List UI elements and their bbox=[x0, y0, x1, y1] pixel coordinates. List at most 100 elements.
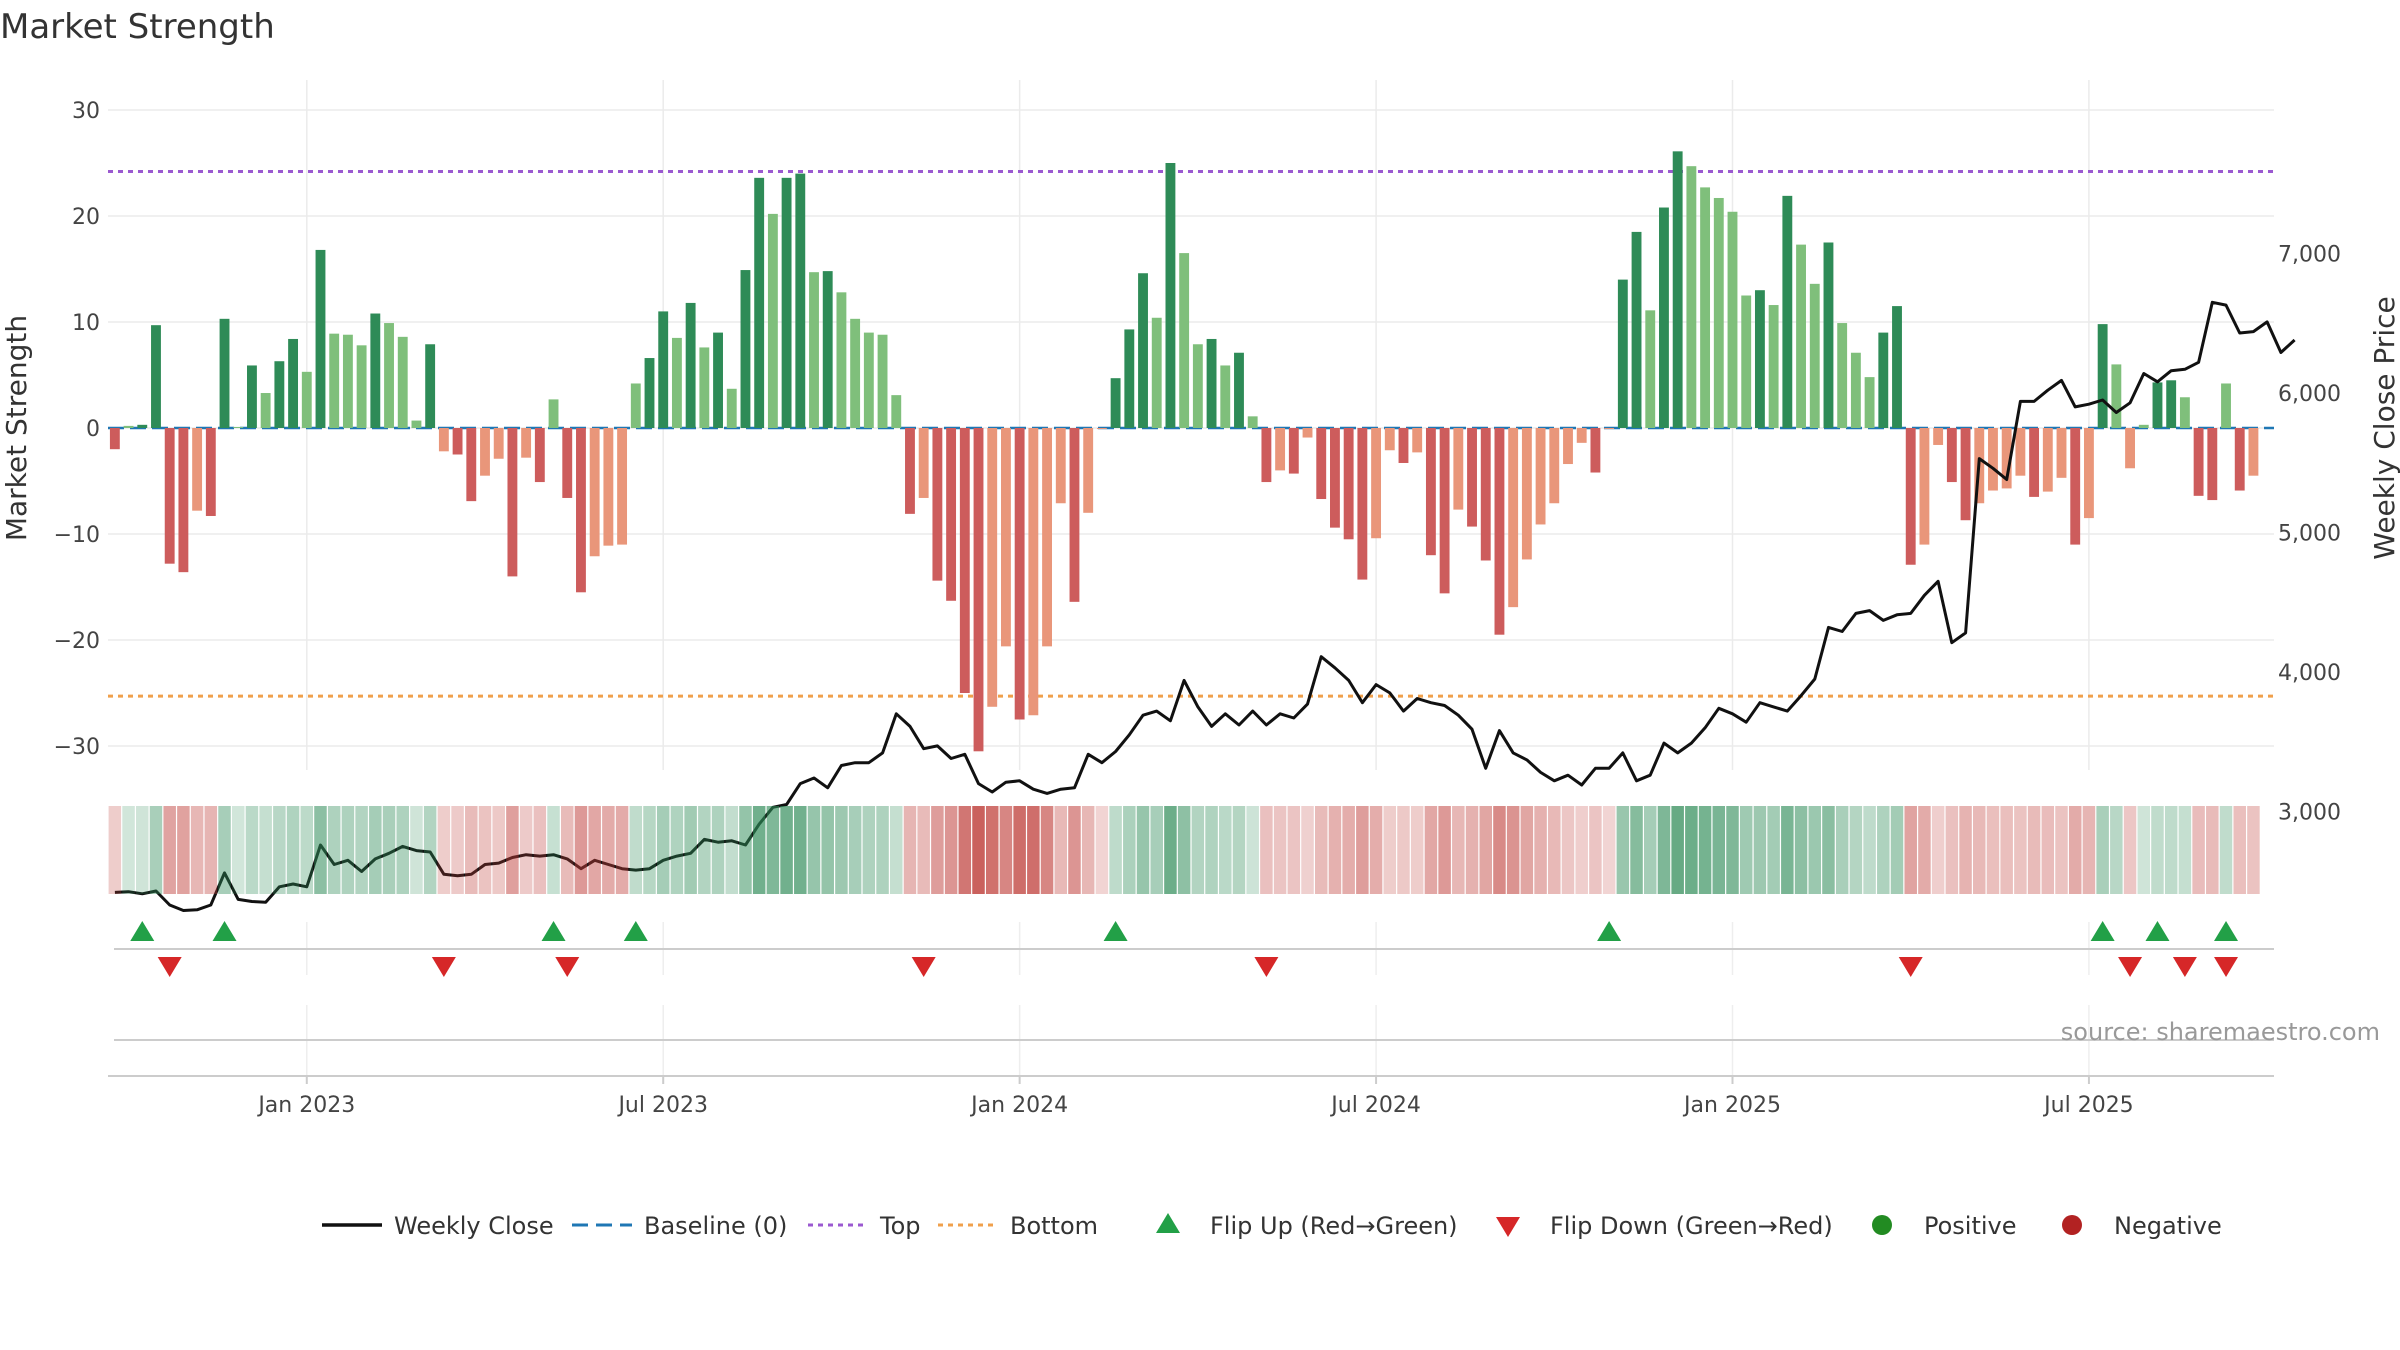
heat-cell bbox=[1781, 806, 1794, 894]
heat-cell bbox=[451, 806, 464, 894]
strength-bar bbox=[603, 428, 614, 546]
strength-bar bbox=[2056, 428, 2067, 478]
strength-bar bbox=[164, 428, 175, 564]
legend-label: Flip Up (Red→Green) bbox=[1210, 1212, 1458, 1240]
strength-bar bbox=[562, 428, 573, 498]
strength-bar bbox=[2221, 383, 2231, 428]
strength-bar bbox=[2207, 428, 2218, 501]
heat-cell bbox=[1698, 806, 1712, 894]
strength-bar bbox=[1659, 207, 1669, 428]
heat-cell bbox=[602, 806, 615, 894]
strength-bar bbox=[1960, 428, 1971, 521]
x-tick-label: Jul 2024 bbox=[1329, 1093, 1421, 1118]
strength-bar bbox=[2111, 364, 2122, 428]
strength-bar bbox=[2248, 428, 2259, 476]
y-tick-label: 30 bbox=[72, 99, 100, 124]
flip-down-marker bbox=[2118, 957, 2143, 977]
heat-cell bbox=[506, 806, 519, 894]
heat-cell bbox=[2014, 806, 2027, 894]
strength-bar bbox=[1343, 428, 1354, 540]
strength-bar bbox=[2097, 324, 2108, 428]
heat-cell bbox=[985, 806, 999, 894]
strength-bar bbox=[1946, 428, 1957, 483]
heat-cell bbox=[259, 806, 272, 894]
strength-bar bbox=[1823, 242, 1834, 428]
heat-cell bbox=[780, 806, 793, 894]
heat-cell bbox=[1657, 806, 1671, 894]
strength-bar bbox=[1316, 428, 1327, 500]
heat-cell bbox=[465, 806, 478, 894]
strength-bar bbox=[2015, 428, 2026, 476]
heat-cell bbox=[1877, 806, 1890, 894]
strength-bar bbox=[2152, 382, 2163, 428]
x-tick-label: Jan 2025 bbox=[1682, 1093, 1781, 1118]
left-y-axis: 30 20 10 0 −10 −20 −30 bbox=[54, 99, 100, 760]
strength-bar bbox=[1000, 428, 1011, 647]
heat-cell bbox=[2123, 806, 2137, 894]
heat-cell bbox=[1918, 806, 1931, 894]
heat-cell bbox=[1945, 806, 1959, 894]
y-tick-label: −30 bbox=[54, 735, 100, 760]
strength-bar bbox=[233, 426, 244, 428]
strength-bar bbox=[2070, 428, 2081, 545]
strength-bar bbox=[1110, 378, 1121, 428]
strength-bar bbox=[1412, 428, 1423, 453]
heat-cell bbox=[752, 806, 766, 894]
strength-bar bbox=[795, 173, 806, 428]
y-tick-label: 10 bbox=[72, 311, 100, 336]
heat-cell bbox=[1438, 806, 1451, 894]
heat-cell bbox=[1616, 806, 1630, 894]
flip-down-marker bbox=[911, 957, 936, 977]
legend-label: Flip Down (Green→Red) bbox=[1550, 1212, 1833, 1240]
strength-bar bbox=[1467, 428, 1477, 527]
strength-bar bbox=[1261, 428, 1272, 483]
flip-up-marker bbox=[541, 921, 566, 941]
strength-bar bbox=[617, 428, 628, 545]
strength-bar bbox=[151, 325, 161, 428]
heat-cell bbox=[2137, 806, 2151, 894]
heat-cell bbox=[1931, 806, 1945, 894]
strength-bar bbox=[1247, 416, 1258, 428]
y-tick-label: 20 bbox=[72, 205, 100, 230]
strength-bar bbox=[836, 292, 847, 428]
legend-item: Top bbox=[808, 1212, 921, 1240]
heat-cell bbox=[1027, 806, 1040, 894]
strength-bar bbox=[809, 272, 819, 428]
flip-down-marker bbox=[555, 957, 580, 977]
strength-bar bbox=[726, 388, 737, 428]
heat-cell bbox=[917, 806, 930, 894]
strength-bar bbox=[1220, 365, 1231, 428]
strength-bar bbox=[1151, 317, 1162, 428]
legend-item: Flip Up (Red→Green) bbox=[1156, 1212, 1458, 1240]
strength-bar bbox=[973, 428, 984, 752]
heat-cell bbox=[1328, 806, 1342, 894]
heat-cell bbox=[2164, 806, 2178, 894]
heat-cell bbox=[108, 806, 122, 894]
heat-cell bbox=[177, 806, 190, 894]
heat-cell bbox=[1260, 806, 1273, 894]
heat-cell bbox=[2233, 806, 2246, 894]
heat-cell bbox=[1246, 806, 1259, 894]
heat-cell bbox=[1219, 806, 1232, 894]
flip-down-marker bbox=[157, 957, 182, 977]
strength-bar bbox=[192, 428, 203, 511]
strength-bar bbox=[356, 345, 367, 428]
strength-bar bbox=[1330, 428, 1340, 528]
strength-bar bbox=[1604, 428, 1615, 430]
strength-bar bbox=[1727, 211, 1738, 428]
heat-cell bbox=[273, 806, 286, 894]
heat-cell bbox=[1136, 806, 1150, 894]
strength-bar bbox=[822, 271, 833, 428]
heat-cell bbox=[958, 806, 972, 894]
strength-bar bbox=[713, 332, 723, 428]
strength-bar bbox=[1713, 197, 1724, 428]
strength-bar bbox=[205, 428, 216, 516]
strength-bar bbox=[1535, 428, 1546, 525]
strength-bar bbox=[274, 361, 285, 428]
strength-bar bbox=[548, 399, 559, 428]
heat-cell bbox=[725, 806, 739, 894]
heat-cell bbox=[1959, 806, 1972, 894]
flip-markers bbox=[114, 921, 2274, 977]
strength-bar bbox=[1768, 305, 1779, 428]
strength-bar bbox=[1686, 166, 1697, 428]
